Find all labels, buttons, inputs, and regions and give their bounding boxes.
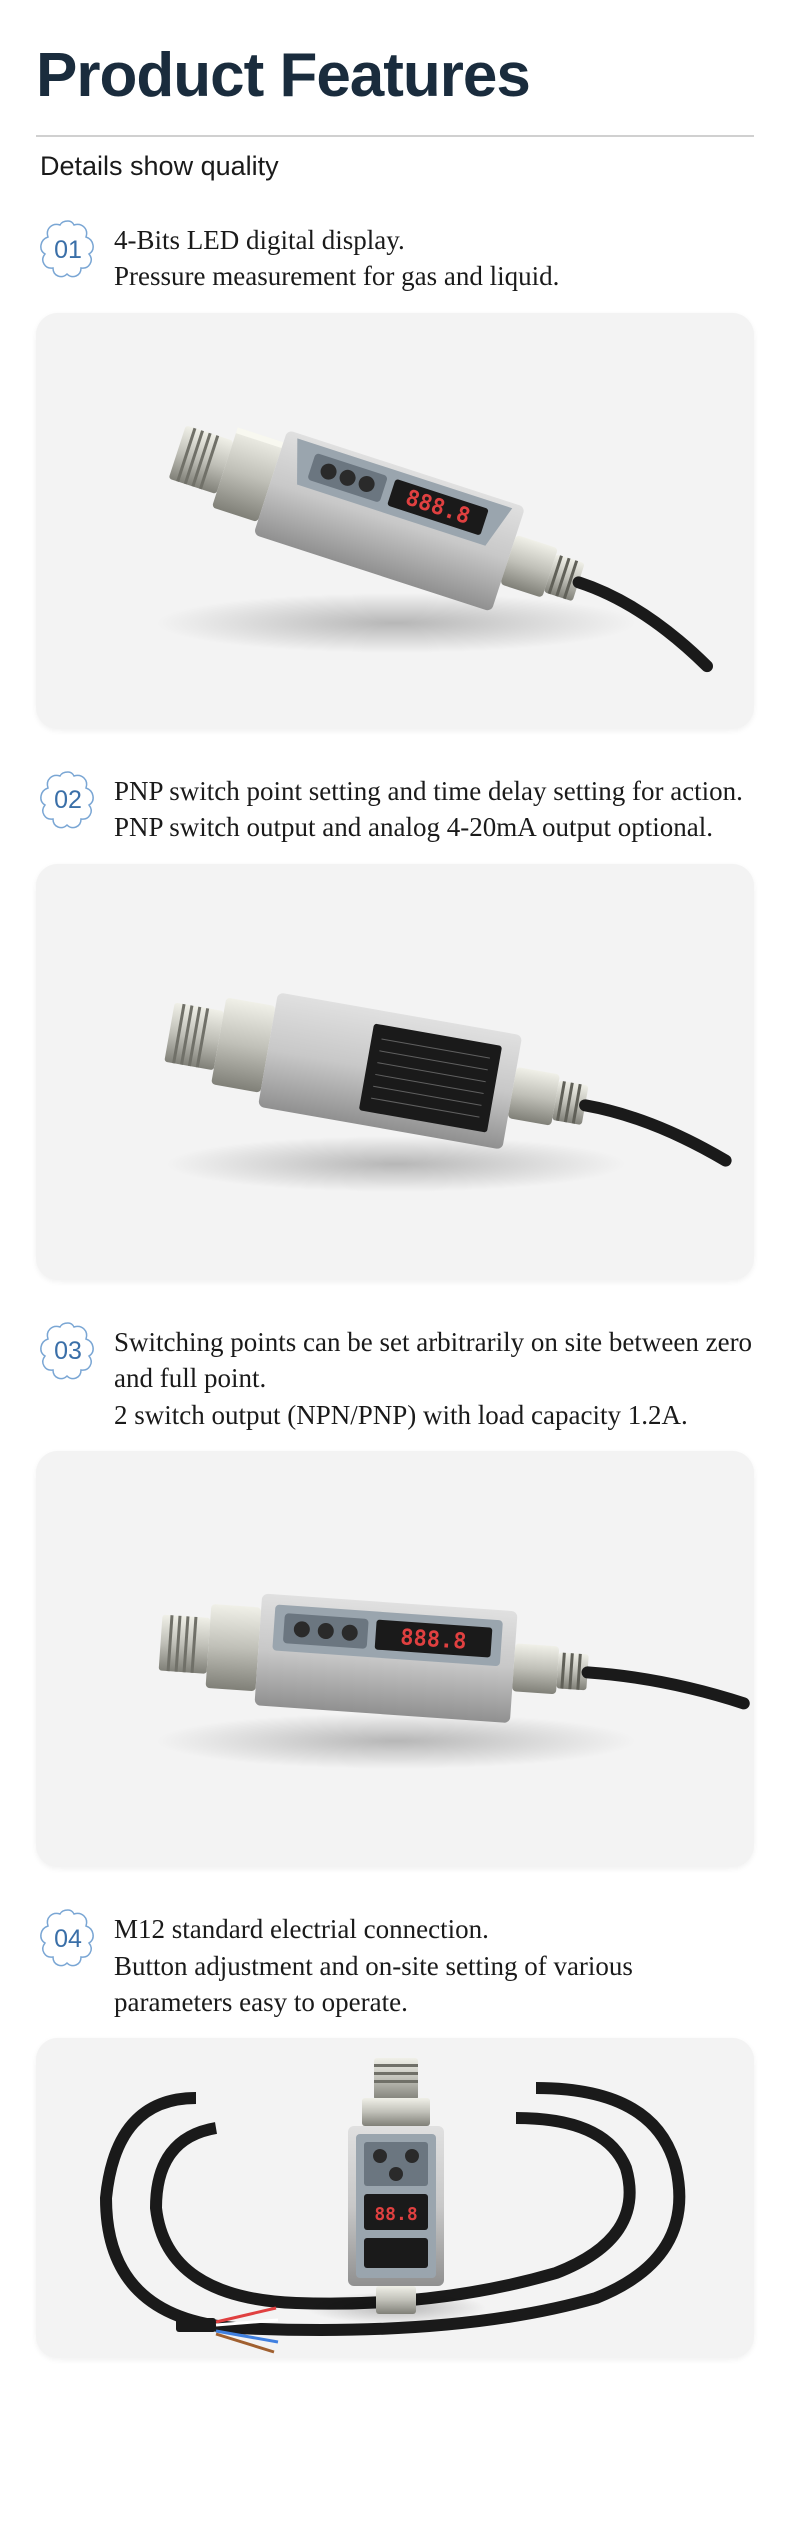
feature-text: Switching points can be set arbitrarily … [114, 1320, 754, 1433]
product-image-card [36, 864, 754, 1280]
svg-text:888.8: 888.8 [400, 1625, 468, 1655]
feature-text: 4-Bits LED digital display.Pressure meas… [114, 218, 559, 295]
feature-number: 03 [54, 1337, 82, 1366]
feature-badge: 02 [36, 769, 100, 833]
feature-text: M12 standard electrial connection.Button… [114, 1907, 754, 2020]
title-divider [36, 135, 754, 137]
feature-row: 03 Switching points can be set arbitrari… [36, 1320, 754, 1433]
svg-text:88.8: 88.8 [374, 2204, 417, 2225]
feature-badge: 04 [36, 1907, 100, 1971]
feature-badge: 03 [36, 1320, 100, 1384]
feature-row: 04 M12 standard electrial connection.But… [36, 1907, 754, 2020]
product-image-card: 888.8 [36, 313, 754, 729]
page-title: Product Features [36, 40, 754, 111]
product-image-card: 88.8 [36, 2038, 754, 2358]
page-subtitle: Details show quality [36, 151, 754, 182]
feature-number: 04 [54, 1925, 82, 1954]
feature-row: 01 4-Bits LED digital display.Pressure m… [36, 218, 754, 295]
feature-number: 02 [54, 786, 82, 815]
feature-text: PNP switch point setting and time delay … [114, 769, 743, 846]
feature-badge: 01 [36, 218, 100, 282]
feature-number: 01 [54, 236, 82, 265]
product-image-card: 888.8 [36, 1451, 754, 1867]
feature-row: 02 PNP switch point setting and time del… [36, 769, 754, 846]
